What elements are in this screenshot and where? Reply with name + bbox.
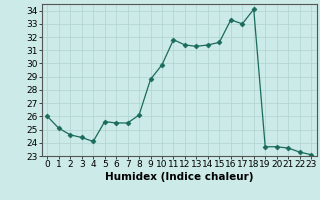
X-axis label: Humidex (Indice chaleur): Humidex (Indice chaleur) (105, 172, 253, 182)
